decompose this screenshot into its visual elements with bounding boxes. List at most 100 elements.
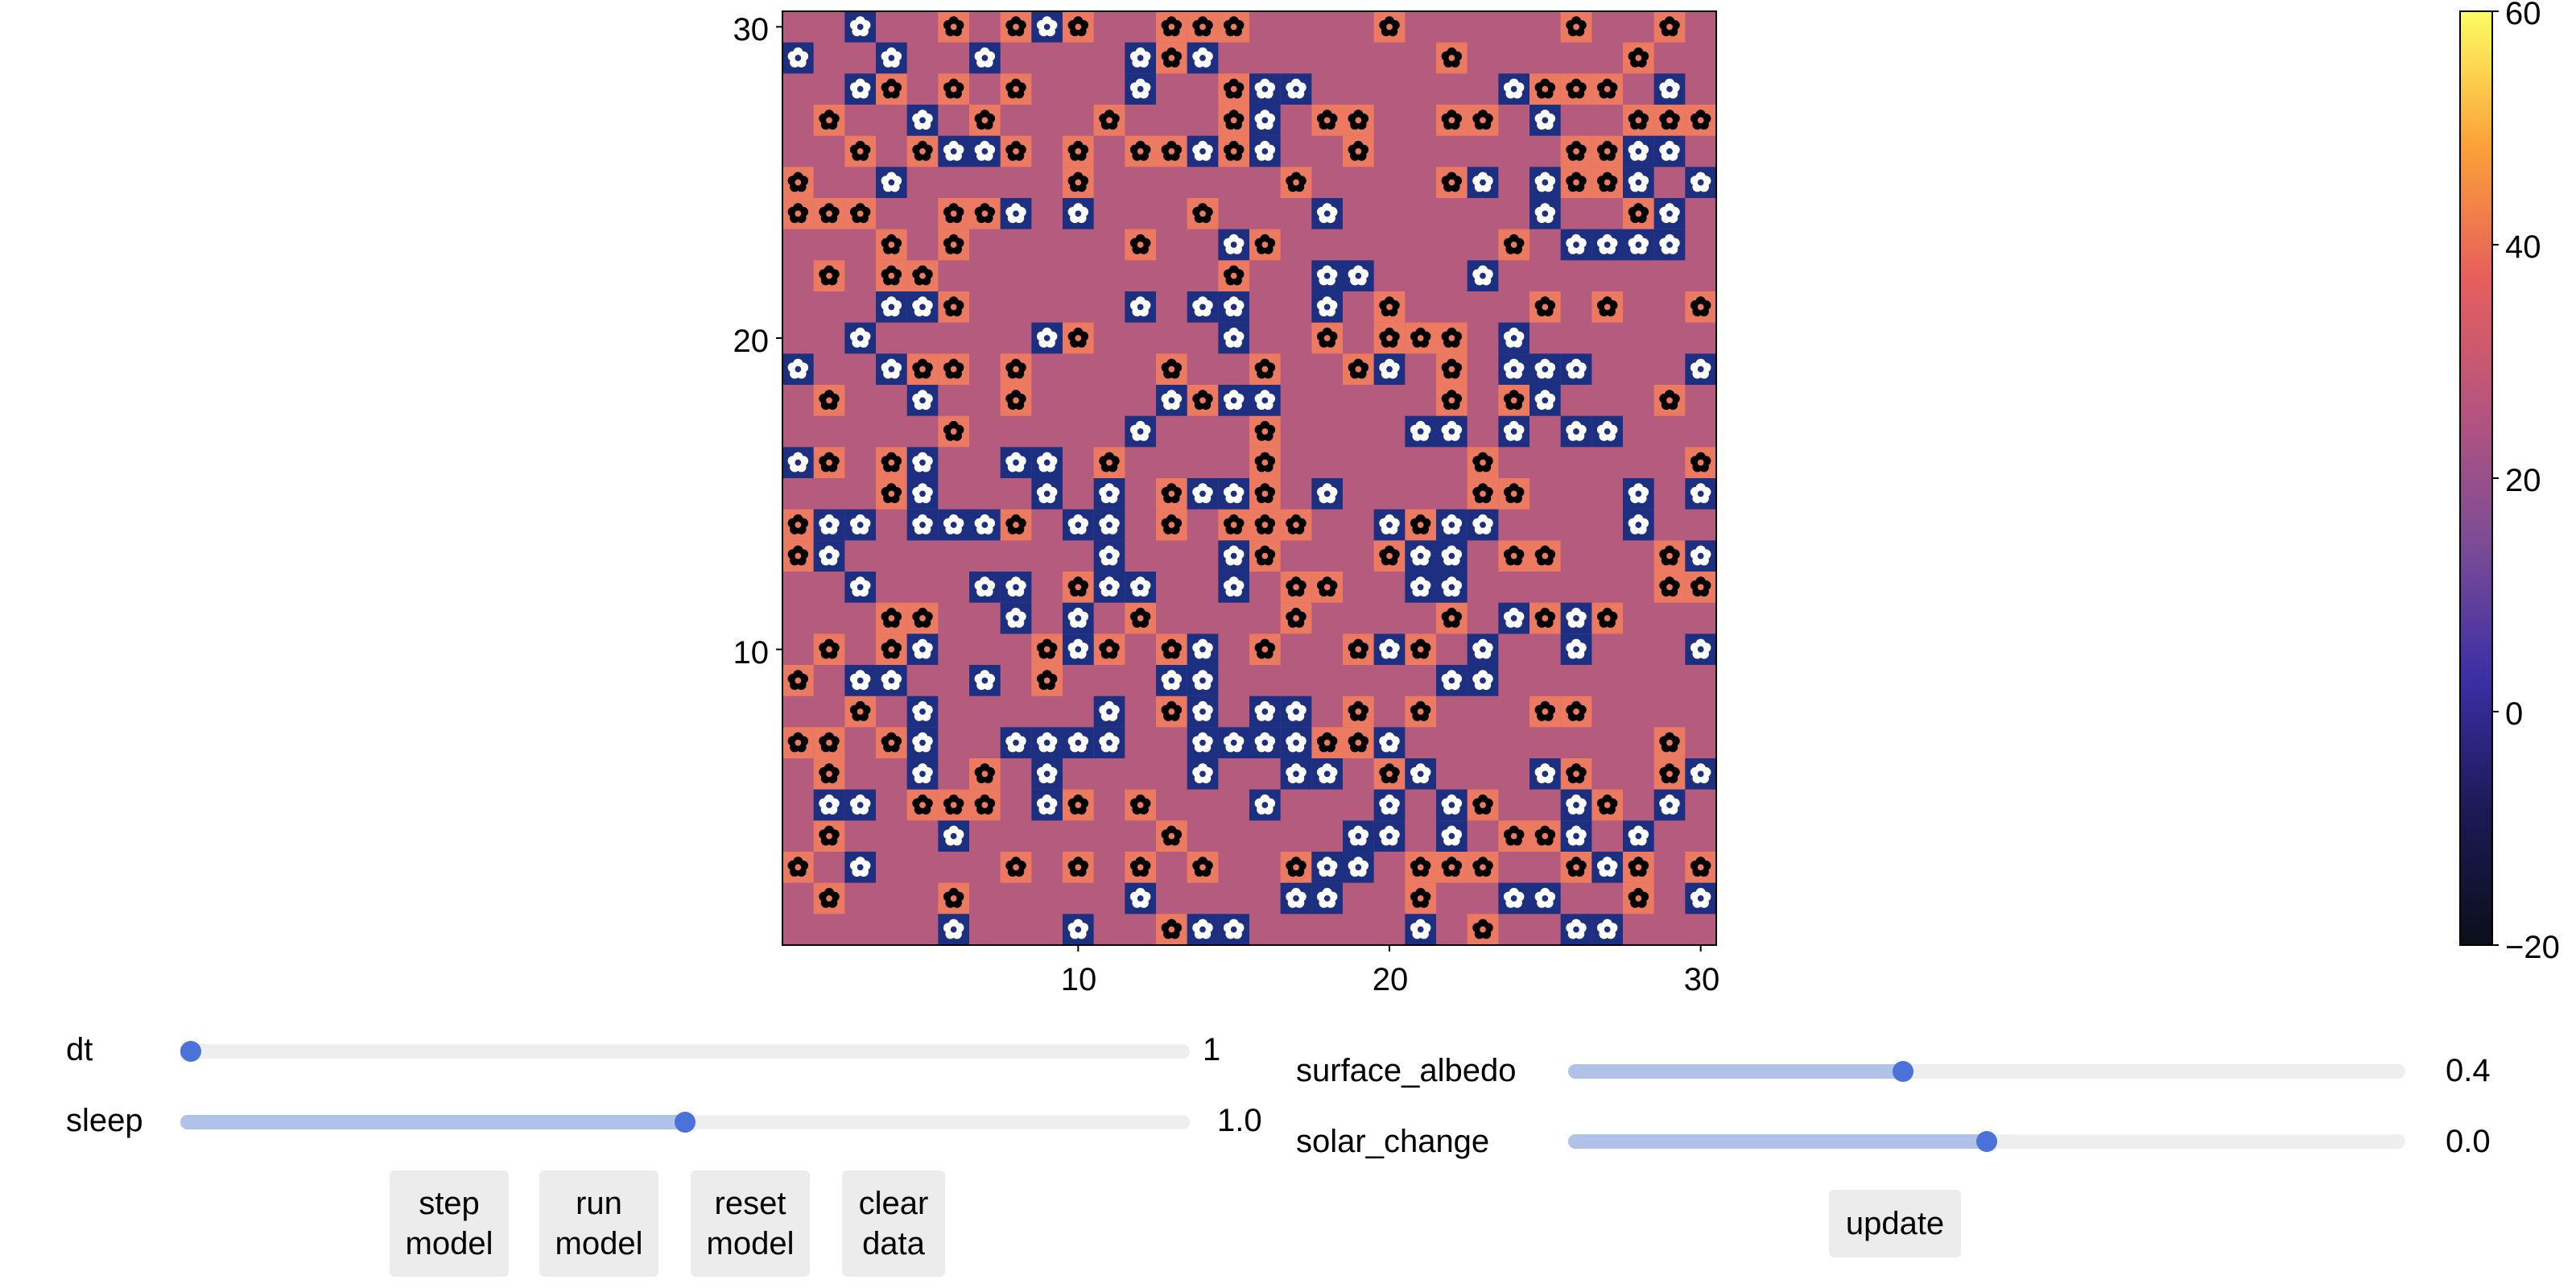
black-daisy <box>1280 167 1312 198</box>
black-daisy <box>938 198 969 229</box>
white-daisy <box>1031 447 1063 478</box>
black-daisy <box>813 882 845 914</box>
black-daisy <box>1156 353 1187 385</box>
white-daisy <box>1093 478 1125 510</box>
white-daisy <box>1187 291 1219 323</box>
white-daisy <box>1623 509 1654 541</box>
solar-change-slider[interactable] <box>1568 1131 2405 1152</box>
black-daisy <box>969 758 1001 790</box>
black-daisy <box>1280 602 1312 634</box>
surface-albedo-slider[interactable] <box>1568 1061 2405 1082</box>
black-daisy <box>1156 634 1187 665</box>
black-daisy <box>782 167 814 198</box>
black-daisy <box>938 882 969 914</box>
black-daisy <box>1436 852 1468 883</box>
white-daisy <box>1530 353 1561 385</box>
sleep-slider[interactable] <box>180 1112 1190 1133</box>
black-daisy <box>906 353 939 385</box>
black-daisy <box>1218 509 1249 541</box>
black-daisy <box>813 105 845 136</box>
black-daisy <box>1249 478 1281 510</box>
black-daisy <box>1125 789 1156 821</box>
white-daisy <box>938 135 969 167</box>
black-daisy <box>1560 73 1592 105</box>
black-daisy <box>906 135 939 167</box>
black-daisy <box>813 758 845 790</box>
white-daisy <box>1187 696 1219 728</box>
white-daisy <box>1653 229 1686 261</box>
sleep-label: sleep <box>66 1103 143 1138</box>
sleep-slider-handle[interactable] <box>675 1112 696 1133</box>
white-daisy <box>1405 914 1436 945</box>
update-button[interactable]: update <box>1829 1190 1961 1257</box>
white-daisy <box>1373 820 1406 852</box>
black-daisy <box>1063 572 1094 603</box>
black-daisy <box>1093 634 1125 665</box>
black-daisy <box>1000 135 1032 167</box>
white-daisy <box>969 42 1001 74</box>
solar-change-slider-handle[interactable] <box>1976 1131 1997 1152</box>
run-model-button[interactable]: run model <box>539 1170 658 1277</box>
black-daisy <box>844 696 876 728</box>
black-daisy <box>1156 820 1187 852</box>
black-daisy <box>782 540 814 572</box>
clear-data-button[interactable]: clear data <box>842 1170 945 1277</box>
black-daisy <box>876 229 907 261</box>
white-daisy <box>1560 353 1592 385</box>
white-daisy <box>1530 385 1561 416</box>
white-daisy <box>1031 322 1063 354</box>
white-daisy <box>1653 73 1686 105</box>
white-daisy <box>1249 727 1281 758</box>
black-daisy <box>1653 385 1686 416</box>
black-daisy <box>938 291 969 323</box>
white-daisy <box>906 385 939 416</box>
black-daisy <box>1218 135 1249 167</box>
black-daisy <box>1343 727 1374 758</box>
dt-slider-handle[interactable] <box>180 1041 201 1062</box>
white-daisy <box>1187 758 1219 790</box>
dt-slider[interactable] <box>180 1041 1190 1062</box>
y-tick-10: 10 <box>733 635 770 671</box>
white-daisy <box>906 105 939 136</box>
white-daisy <box>813 509 845 541</box>
white-daisy <box>1063 509 1094 541</box>
dt-label: dt <box>66 1032 93 1067</box>
black-daisy <box>1000 353 1032 385</box>
white-daisy <box>1218 229 1249 261</box>
white-daisy <box>906 727 939 758</box>
black-daisy <box>1467 447 1499 478</box>
white-daisy <box>1685 882 1716 914</box>
white-daisy <box>1125 73 1156 105</box>
black-daisy <box>1591 602 1623 634</box>
black-daisy <box>1249 634 1281 665</box>
black-daisy <box>813 447 845 478</box>
white-daisy <box>844 789 876 821</box>
black-daisy <box>844 135 876 167</box>
white-daisy <box>844 509 876 541</box>
white-daisy <box>969 572 1001 603</box>
white-daisy <box>782 447 814 478</box>
reset-model-button[interactable]: reset model <box>691 1170 810 1277</box>
black-daisy <box>782 727 814 758</box>
black-daisy <box>1436 42 1468 74</box>
white-daisy <box>1156 665 1187 696</box>
black-daisy <box>1530 696 1561 728</box>
black-daisy <box>1591 167 1623 198</box>
white-daisy <box>1093 572 1125 603</box>
step-model-button[interactable]: step model <box>390 1170 509 1277</box>
white-daisy <box>906 291 939 323</box>
black-daisy <box>1405 322 1436 354</box>
black-daisy <box>1436 322 1468 354</box>
clear-data-label: clear data <box>858 1186 929 1261</box>
black-daisy <box>813 820 845 852</box>
black-daisy <box>1467 914 1499 945</box>
white-daisy <box>1653 789 1686 821</box>
black-daisy <box>1125 602 1156 634</box>
black-daisy <box>1311 727 1343 758</box>
surface-albedo-slider-handle[interactable] <box>1893 1061 1913 1082</box>
white-daisy <box>813 789 845 821</box>
black-daisy <box>1187 198 1219 229</box>
white-daisy <box>1311 882 1343 914</box>
white-daisy <box>1125 882 1156 914</box>
daisy-tiles <box>782 11 1716 945</box>
